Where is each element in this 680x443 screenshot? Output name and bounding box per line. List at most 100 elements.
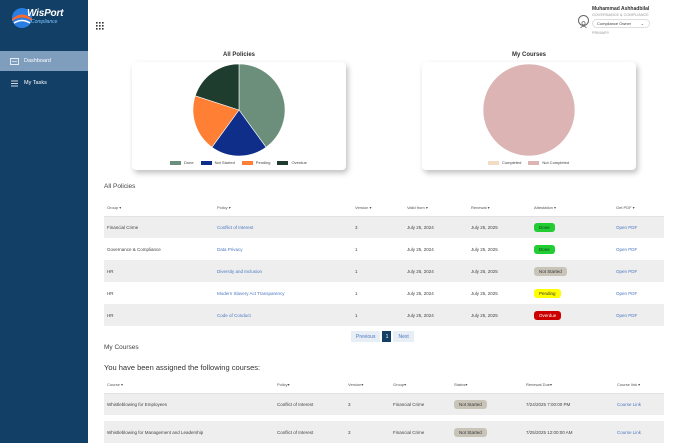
cell-valid-from: July 25, 2024 (407, 246, 434, 252)
policies-table: Group ▾ Policy ▾ Version ▾ Valid from ▾ Rene… (104, 200, 664, 326)
pie-chart-all-policies (192, 63, 286, 157)
legend-swatch (170, 160, 181, 165)
cell-policy: Conflict of Interest (274, 421, 345, 443)
legend-label: Pending (255, 160, 271, 165)
status-badge: Done (534, 244, 555, 254)
cell-policy-link[interactable]: Data Privacy (217, 246, 243, 252)
pie-slice-done[interactable] (238, 63, 286, 148)
column-header[interactable]: Policy▾ (274, 377, 345, 394)
cell-status: Not Started (451, 393, 523, 415)
pie-slice-not-completed[interactable] (482, 63, 576, 157)
sidebar-item-my-tasks[interactable]: My Tasks (0, 73, 88, 93)
column-header[interactable]: Get PDF ▾ (613, 200, 664, 217)
cell-group: HR (107, 290, 114, 296)
user-org: GOVERNANCE & COMPLIANCE (592, 13, 649, 17)
legend-item-completed[interactable]: Completed (488, 160, 521, 165)
legend-label: Not Completed (542, 160, 570, 165)
courses-table: Course ▾ Policy▾ Version▾ Group▾ Status▾ Rene… (104, 377, 664, 443)
cell-policy-link[interactable]: Code of Conduct (214, 304, 352, 326)
legend-item-pending[interactable]: Pending (241, 160, 271, 165)
column-header[interactable]: Policy ▾ (214, 200, 352, 217)
pie-slice-not-started[interactable] (211, 109, 267, 157)
apps-grid-icon[interactable] (96, 17, 104, 30)
legend-label: Not Started (214, 160, 235, 165)
brand-sub: Compliance (31, 19, 58, 25)
open-pdf-link[interactable]: Open PDF (616, 246, 638, 252)
brand-logo[interactable] (10, 6, 80, 30)
dashboard-icon (10, 57, 19, 65)
section-title-all-policies: All Policies (104, 183, 136, 190)
legend-swatch (528, 160, 540, 165)
course-link[interactable]: Course Link (614, 393, 664, 415)
column-header[interactable]: Group ▾ (104, 200, 214, 217)
role-select[interactable]: Compliance Owner ⌄ (592, 19, 650, 28)
cell-course: Whistleblowing for Employees (104, 393, 274, 415)
cell-policy-link[interactable]: Conflict of Interest (214, 216, 352, 238)
status-badge: Pending (534, 288, 561, 298)
legend-swatch (241, 160, 253, 165)
table-row: HR Diversity and Inclusion 1 July 25, 2024 J… (104, 260, 664, 282)
status-badge: Not Started (454, 427, 487, 437)
column-header[interactable]: Course ▾ (104, 377, 274, 394)
column-header[interactable]: Attestation ▾ (531, 200, 613, 217)
legend-item-not-completed[interactable]: Not Completed (528, 160, 569, 165)
column-header[interactable]: Valid from ▾ (404, 200, 468, 217)
legend-label: Overdue (291, 160, 307, 165)
legend-item-overdue[interactable]: Overdue (277, 160, 307, 165)
section-title-my-courses: My Courses (104, 344, 139, 351)
cell-renewal-due: 7/24/2025 7:00:00 PM (523, 393, 614, 415)
status-badge: Done (534, 222, 555, 232)
cell-group: Financial Crime (390, 393, 451, 415)
open-pdf-link[interactable]: Open PDF (613, 260, 664, 282)
status-badge: Not Started (534, 266, 567, 276)
status-badge: Overdue (534, 310, 562, 320)
cell-version: 1 (355, 246, 358, 252)
legend-item-done[interactable]: Done (170, 160, 194, 165)
column-header[interactable]: Renewal Due▾ (523, 377, 614, 394)
column-header[interactable]: Version ▾ (352, 200, 404, 217)
cell-policy-link[interactable]: Diversity and Inclusion (214, 260, 352, 282)
pie-slice-pending[interactable] (192, 95, 240, 148)
column-header[interactable]: Version▾ (345, 377, 390, 394)
chart-card-all-policies: Done Not Started Pending Overdue (132, 62, 346, 170)
course-link[interactable]: Course Link (614, 421, 664, 443)
open-pdf-link[interactable]: Open PDF (613, 304, 664, 326)
user-name: Muhammad Ashhadbilal (592, 6, 650, 12)
open-pdf-link[interactable]: Open PDF (613, 216, 664, 238)
cell-policy: Conflict of Interest (274, 393, 345, 415)
cell-renewal-due: 7/25/2025 12:00:00 AM (523, 421, 614, 443)
cell-renewal: July 25, 2025 (468, 260, 531, 282)
legend-item-not-started[interactable]: Not Started (200, 160, 235, 165)
previous-page-button[interactable]: Previous (351, 331, 381, 342)
cell-group: HR (104, 304, 214, 326)
open-pdf-link[interactable]: Open PDF (616, 290, 638, 296)
cell-attestation: Not Started (531, 260, 613, 282)
avatar-icon[interactable] (578, 15, 589, 29)
tasks-icon (10, 80, 19, 87)
column-header[interactable]: Course link ▾ (614, 377, 664, 394)
cell-renewal: July 25, 2025 (471, 246, 498, 252)
column-header[interactable]: Group▾ (390, 377, 451, 394)
chart-title-all-policies: All Policies (222, 52, 255, 58)
table-row: Whistleblowing for Management and Leader… (104, 421, 664, 443)
column-header[interactable]: Status▾ (451, 377, 523, 394)
cell-policy-link[interactable]: Modern Slavery Act Transparency (217, 290, 285, 296)
cell-group: HR (104, 260, 214, 282)
cell-attestation: Done (531, 216, 613, 238)
table-row: HR Code of Conduct 1 July 25, 2024 July 25, … (104, 304, 664, 326)
table-row: Governance & Compliance Data Privacy 1 July… (104, 238, 664, 260)
pie-slice-overdue[interactable] (194, 63, 240, 111)
sidebar-item-dashboard[interactable]: Dashboard (0, 51, 88, 71)
cell-valid-from: July 25, 2024 (404, 260, 468, 282)
cell-renewal: July 25, 2025 (468, 304, 531, 326)
status-badge: Not Started (454, 399, 487, 409)
cell-group: Financial Crime (390, 421, 451, 443)
legend-swatch (488, 160, 499, 165)
sidebar-item-label: Dashboard (24, 58, 51, 64)
legend-my-courses: Completed Not Completed (488, 160, 569, 165)
column-header[interactable]: Renewal ▾ (468, 200, 531, 217)
user-sub: PRIMARY (592, 31, 610, 35)
table-row: Whistleblowing for Employees Conflict of … (104, 393, 664, 415)
next-page-button[interactable]: Next (393, 331, 414, 342)
current-page-button[interactable]: 1 (382, 331, 392, 342)
